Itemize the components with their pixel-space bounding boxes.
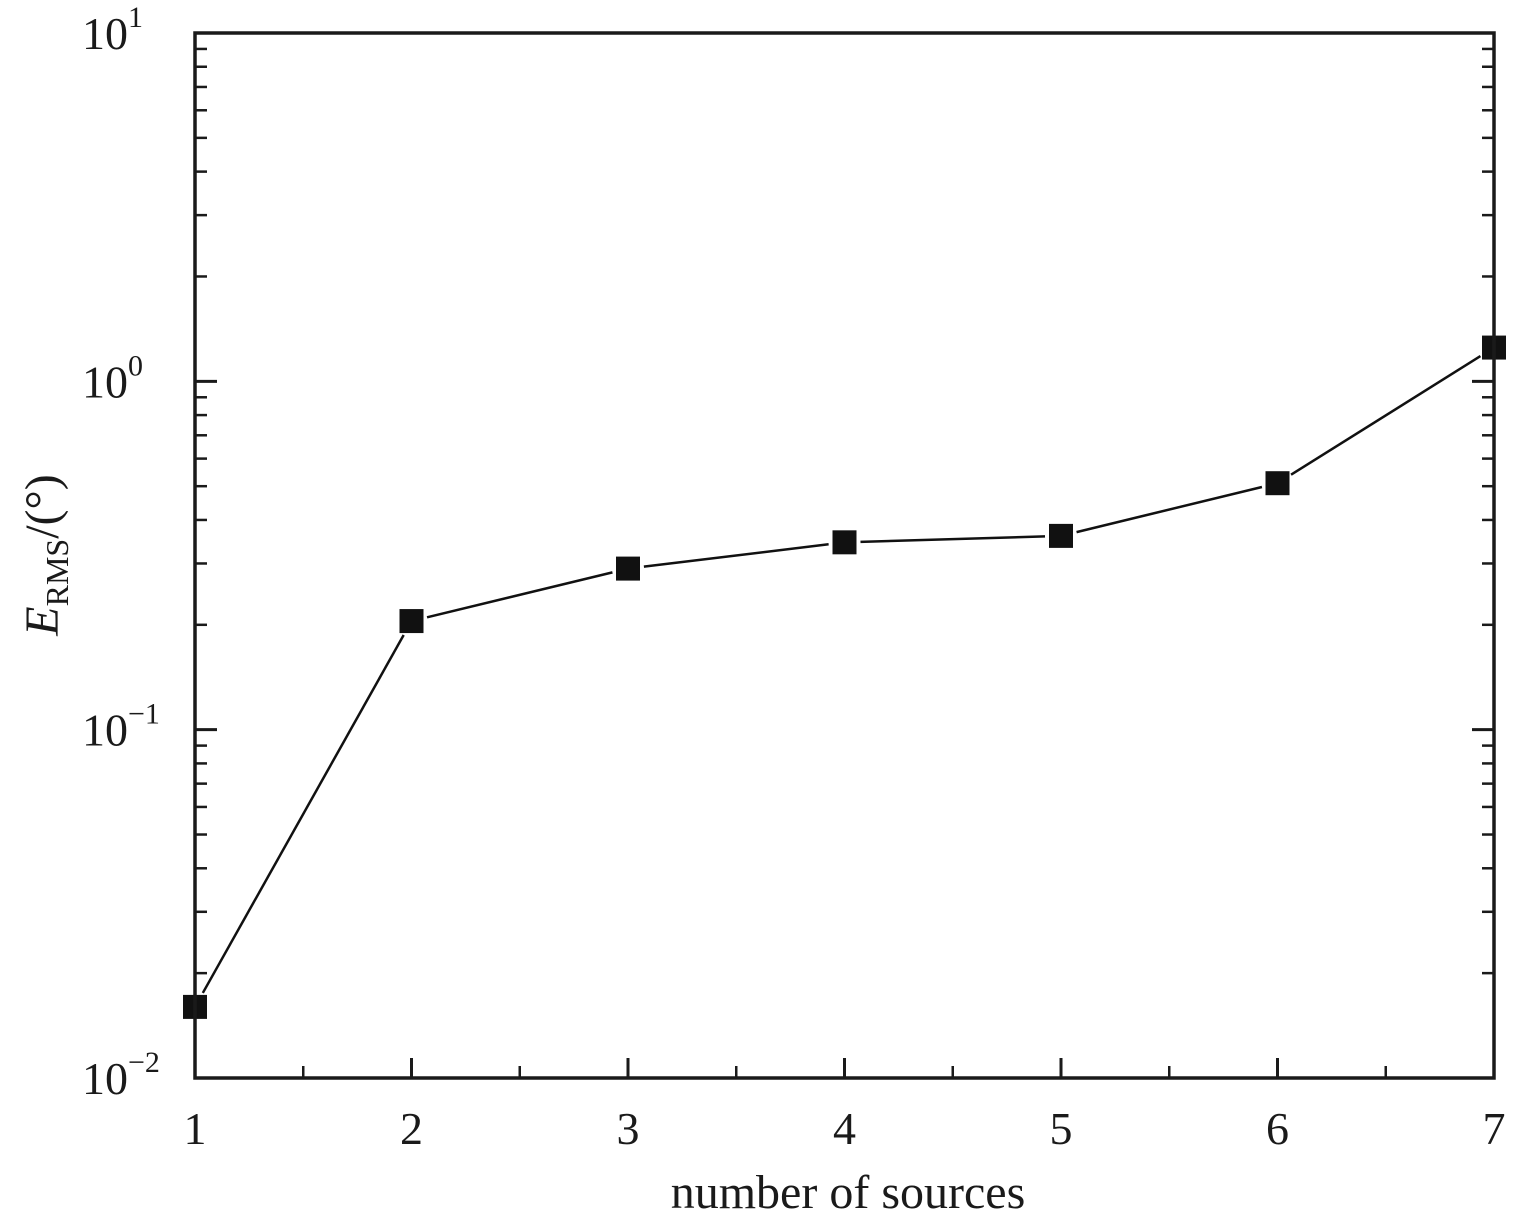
y-tick-label-exponent: −2 — [128, 1046, 160, 1079]
y-tick-label-exponent: 0 — [128, 349, 143, 382]
series-line-segment — [643, 543, 829, 568]
series-line-segment — [201, 634, 405, 994]
data-point-marker — [832, 530, 857, 555]
series-line-segment — [426, 571, 613, 619]
data-point-marker — [616, 556, 640, 581]
minor-ticks — [195, 47, 1494, 1078]
y-tick-label-base: 10 — [82, 705, 128, 756]
data-point-marker — [399, 609, 424, 634]
y-tick-label-exponent: −1 — [128, 698, 160, 731]
x-axis-title: number of sources — [671, 1166, 1026, 1218]
y-axis-title-unit: /(°) — [16, 474, 69, 539]
x-tick-label: 1 — [184, 1103, 207, 1154]
series-line-segment — [860, 535, 1046, 544]
x-tick-label: 3 — [617, 1103, 640, 1154]
data-point-marker — [1049, 523, 1073, 548]
x-tick-label: 5 — [1050, 1103, 1073, 1154]
y-tick-label: 10−1 — [82, 698, 160, 756]
svg-text:ERMS/(°): ERMS/(°) — [16, 474, 75, 636]
x-tick-label: 4 — [833, 1103, 856, 1154]
x-tick-label: 7 — [1483, 1103, 1506, 1154]
y-tick-label: 100 — [82, 349, 143, 407]
y-tick-label-base: 10 — [82, 356, 128, 407]
y-axis-title-subscript: RMS — [39, 539, 75, 607]
y-tick-label: 101 — [82, 1, 143, 59]
series-layer — [183, 335, 1506, 1019]
series-line-segment — [1076, 485, 1263, 534]
y-tick-label: 10−2 — [82, 1046, 160, 1104]
major-ticks — [193, 31, 1496, 1080]
x-tick-label: 2 — [400, 1103, 423, 1154]
plot-frame — [193, 31, 1496, 1080]
x-tick-label: 6 — [1266, 1103, 1289, 1154]
y-tick-label-base: 10 — [82, 1053, 128, 1104]
data-point-marker — [1265, 471, 1290, 496]
y-axis-title: ERMS/(°) — [16, 474, 75, 636]
y-axis-title-main: E — [16, 606, 69, 636]
series-line-segment — [1290, 355, 1482, 476]
y-tick-label-base: 10 — [82, 8, 128, 59]
y-tick-label-exponent: 1 — [128, 1, 143, 34]
